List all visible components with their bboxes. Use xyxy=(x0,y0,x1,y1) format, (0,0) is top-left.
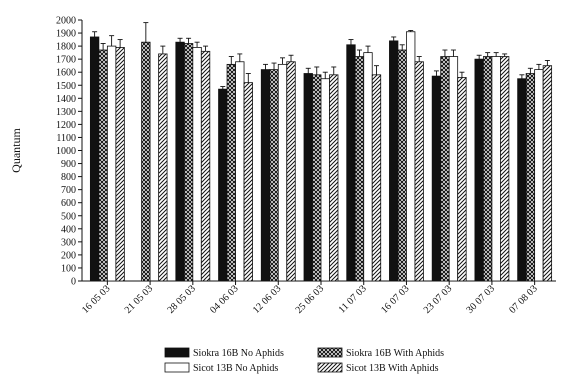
legend-swatch xyxy=(317,347,343,358)
x-tick-label: 12 06 03 xyxy=(251,283,284,316)
bar xyxy=(440,56,450,282)
y-tick-label: 1000 xyxy=(56,146,76,157)
bar xyxy=(371,74,382,282)
legend-label: Siokra 16B No Aphids xyxy=(193,348,284,359)
x-tick-label: 11 07 03 xyxy=(337,283,369,315)
bar xyxy=(448,56,459,282)
bar xyxy=(286,61,296,282)
bar xyxy=(200,50,211,282)
y-tick-label: 1500 xyxy=(56,81,76,92)
bar xyxy=(141,41,151,282)
x-tick-label: 30 07 03 xyxy=(465,283,498,316)
y-tick-label: 800 xyxy=(61,172,76,183)
y-tick-label: 500 xyxy=(61,211,76,222)
bar xyxy=(354,56,365,282)
bar xyxy=(226,63,236,282)
y-tick-label: 2000 xyxy=(56,16,76,27)
bar xyxy=(158,53,168,282)
bar xyxy=(303,73,313,282)
bar xyxy=(414,61,424,282)
y-tick-label: 1700 xyxy=(56,55,76,66)
y-tick-label: 400 xyxy=(61,224,76,235)
x-tick-label: 23 07 03 xyxy=(422,283,455,316)
bar xyxy=(491,56,501,282)
bar xyxy=(115,47,125,282)
bar xyxy=(457,77,467,282)
x-tick-label: 07 08 03 xyxy=(507,283,540,316)
bar xyxy=(474,58,484,282)
bar xyxy=(517,78,527,282)
bar xyxy=(320,78,330,282)
legend: Siokra 16B No Aphids Siokra 16B With Aphi… xyxy=(164,347,444,374)
y-tick-label: 1100 xyxy=(56,133,76,144)
legend-swatch xyxy=(317,362,343,373)
x-tick-label: 28 05 03 xyxy=(165,283,198,316)
bar xyxy=(175,41,185,282)
bar xyxy=(89,36,100,282)
bar xyxy=(406,31,416,282)
y-tick-label: 1800 xyxy=(56,42,76,53)
y-axis-label: Quantum xyxy=(9,128,23,173)
y-tick-label: 1600 xyxy=(56,68,76,79)
bar xyxy=(397,49,407,282)
y-tick-label: 1900 xyxy=(56,29,76,40)
x-tick-label: 21 05 03 xyxy=(123,283,156,316)
bar xyxy=(218,88,228,282)
y-tick-label: 100 xyxy=(61,263,76,274)
y-tick-label: 200 xyxy=(61,250,76,261)
bar xyxy=(431,75,442,282)
legend-swatch xyxy=(164,347,190,358)
bar xyxy=(260,69,271,282)
bar xyxy=(277,63,288,282)
y-tick-label: 600 xyxy=(61,198,76,209)
x-tick-label: 16 07 03 xyxy=(379,283,412,316)
bar xyxy=(243,82,253,282)
bar xyxy=(389,40,399,282)
bar xyxy=(363,52,373,282)
legend-label: Siokra 16B With Aphids xyxy=(346,348,444,359)
bar xyxy=(98,49,108,282)
y-tick-label: 700 xyxy=(61,185,76,196)
y-tick-label: 0 xyxy=(71,277,76,288)
bar xyxy=(346,44,356,282)
y-tick-label: 1400 xyxy=(56,94,76,105)
bar xyxy=(235,61,245,282)
bar xyxy=(192,47,202,282)
y-tick-label: 300 xyxy=(61,237,76,248)
bar xyxy=(269,69,279,282)
legend-label: Sicot 13B No Aphids xyxy=(193,363,278,374)
bar xyxy=(183,43,194,282)
bar xyxy=(106,45,117,282)
bar xyxy=(534,69,544,282)
bar xyxy=(542,65,553,282)
x-tick-label: 16 05 03 xyxy=(80,283,113,316)
bar xyxy=(500,56,510,282)
bars xyxy=(89,22,553,282)
bar xyxy=(483,56,493,282)
legend-label: Sicot 13B With Aphids xyxy=(346,363,439,374)
legend-swatch xyxy=(164,362,190,373)
y-tick-label: 1300 xyxy=(56,107,76,118)
x-tick-label: 25 06 03 xyxy=(294,283,327,316)
bar xyxy=(312,74,322,282)
y-tick-label: 900 xyxy=(61,159,76,170)
bar xyxy=(525,73,536,282)
x-tick-label: 04 06 03 xyxy=(208,283,241,316)
bar xyxy=(329,74,339,282)
y-tick-label: 1200 xyxy=(56,120,76,131)
